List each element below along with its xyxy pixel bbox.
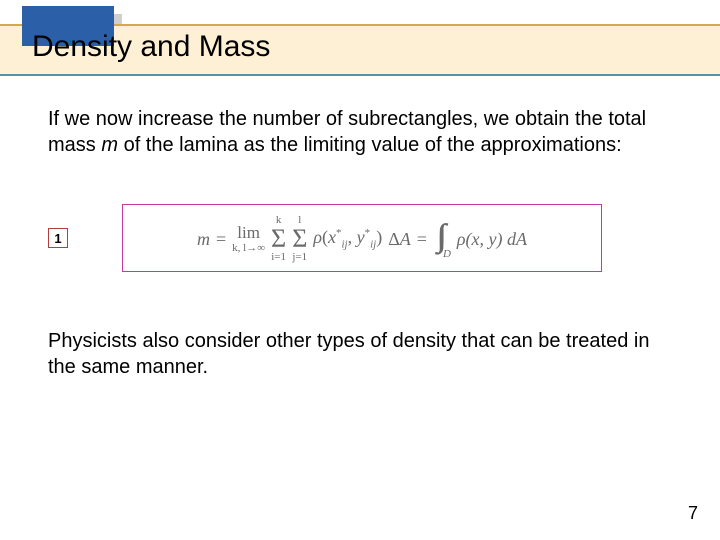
- eq-sign-1: =: [216, 229, 226, 250]
- star-x: *: [336, 227, 342, 239]
- equation-row: 1 m = lim k, l→∞ k Σ i=1 l Σ j=1 ρ(x*ij,…: [48, 204, 668, 272]
- double-integral-icon: ∫∫ D: [433, 219, 451, 260]
- integrand: ρ(x, y) dA: [457, 229, 527, 250]
- arg-x: x: [328, 227, 336, 247]
- equation-number-box: 1: [48, 228, 68, 248]
- delta: Δ: [388, 229, 400, 249]
- equation-formula: m = lim k, l→∞ k Σ i=1 l Σ j=1 ρ(x*ij, y…: [197, 215, 527, 263]
- close-paren-1: ): [376, 227, 382, 247]
- eq-sign-2: =: [417, 229, 427, 250]
- slide-header: Density and Mass: [0, 0, 720, 78]
- sigma-1-icon: Σ: [271, 226, 286, 252]
- delta-a-var: A: [400, 229, 411, 249]
- intro-var: m: [101, 134, 118, 156]
- rho-1: ρ: [313, 227, 322, 247]
- eq-lhs: m: [197, 229, 210, 250]
- page-title: Density and Mass: [32, 30, 270, 64]
- sum-block-1: k Σ i=1: [271, 215, 286, 263]
- star-y: *: [365, 227, 371, 239]
- sum2-sub: j=1: [292, 252, 307, 263]
- closing-paragraph: Physicists also consider other types of …: [48, 328, 668, 380]
- limit-block: lim k, l→∞: [232, 224, 265, 254]
- intro-paragraph: If we now increase the number of subrect…: [48, 106, 668, 158]
- sum-block-2: l Σ j=1: [292, 215, 307, 263]
- comma-1: ,: [348, 227, 357, 247]
- limit-word: lim: [237, 224, 260, 241]
- int-args: ρ(x, y) dA: [457, 229, 527, 249]
- sigma-2-icon: Σ: [292, 226, 307, 252]
- sum1-sub: i=1: [271, 252, 286, 263]
- equation-box: m = lim k, l→∞ k Σ i=1 l Σ j=1 ρ(x*ij, y…: [122, 204, 602, 272]
- intro-post: of the lamina as the limiting value of t…: [118, 134, 622, 156]
- integral-region: D: [443, 249, 451, 260]
- rho-term: ρ(x*ij, y*ij): [313, 227, 382, 251]
- delta-a: ΔA: [388, 229, 411, 250]
- arg-y: y: [357, 227, 365, 247]
- limit-sub: k, l→∞: [232, 243, 265, 254]
- equation-number: 1: [54, 231, 61, 246]
- page-number: 7: [688, 503, 698, 524]
